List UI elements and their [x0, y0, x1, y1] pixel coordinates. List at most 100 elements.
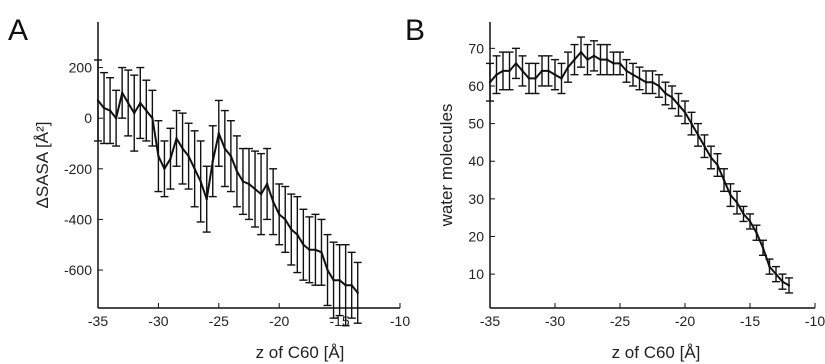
panel-a-y-tick-label: 200 — [69, 60, 93, 76]
panel-b-data-point — [651, 81, 654, 84]
panel-b-data-point — [495, 73, 498, 76]
panel-b-data-point — [755, 231, 758, 234]
panel-a-data-point — [314, 248, 317, 251]
panel-b-y-tick-label: 10 — [468, 266, 484, 282]
panel-b-data-point — [683, 111, 687, 114]
panel-b-x-tick-label: -15 — [740, 313, 760, 329]
panel-a-data-point — [247, 182, 251, 186]
panel-b-xlabel: z of C60 [Å] — [612, 343, 701, 362]
panel-b-data-point — [670, 96, 674, 99]
panel-a-data-point — [338, 278, 341, 282]
panel-a-data-point — [127, 101, 130, 105]
panel-b-data-point — [716, 163, 719, 167]
panel-b-data-point — [514, 62, 518, 65]
panel-b-data-point — [625, 69, 628, 73]
panel-a-data-point — [114, 116, 118, 120]
panel-a-data-point — [145, 109, 148, 112]
panel-b: B -35 -30 -25 -20 -15 -10 10 20 30 40 50 60 70 z of … — [405, 14, 825, 362]
panel-b-data-point — [501, 69, 505, 73]
panel-a-data-point — [157, 154, 160, 158]
panel-a-x-tick-label: -25 — [209, 313, 229, 329]
panel-b-data-point — [547, 69, 550, 73]
panel-a-data-point — [308, 248, 311, 251]
panel-b-data-point — [527, 77, 531, 80]
panel-a-data-point — [169, 157, 172, 160]
panel-b-data-point — [599, 58, 602, 61]
panel-a-data-point — [205, 197, 208, 201]
panel-b-x-tick-label: -20 — [675, 313, 695, 329]
panel-b-data-point — [618, 62, 622, 65]
panel-b-errorbars — [486, 36, 793, 294]
panel-a-x-tick-label: -30 — [148, 313, 168, 329]
panel-a-data-point — [217, 132, 220, 135]
panel-b-letter: B — [405, 14, 425, 47]
panel-b-data-point — [586, 58, 589, 61]
panel-a-data-point — [181, 147, 184, 150]
panel-a-data-point — [163, 167, 166, 170]
panel-b-data-point — [696, 133, 700, 137]
panel-b-data-point — [748, 220, 752, 223]
panel-b-data-point — [488, 81, 492, 84]
panel-b-data-point — [638, 77, 641, 80]
panel-a-x-tick-label: -15 — [329, 313, 349, 329]
panel-b-data-point — [508, 69, 511, 73]
panel-a-data-point — [241, 180, 245, 183]
panel-a-data-point — [332, 278, 335, 282]
panel-a-data-point — [229, 154, 233, 158]
panel-a-data-point — [290, 228, 293, 231]
panel-b-y-tick-label: 30 — [468, 191, 484, 207]
panel-a-x-tick-label: -20 — [269, 313, 289, 329]
panel-b-ylabel: water molecules — [437, 104, 456, 228]
panel-b-y-tick-label: 50 — [468, 116, 484, 132]
panel-a-data-point — [350, 284, 353, 287]
panel-a-xlabel: z of C60 [Å] — [256, 343, 345, 362]
panel-b-data-point — [722, 178, 726, 182]
panel-a-data-point — [284, 218, 287, 221]
panel-a-data-point — [175, 137, 178, 140]
panel-a-data-point — [199, 180, 202, 183]
panel-b-data-point — [729, 193, 732, 197]
panel-b-data-point — [690, 122, 693, 125]
panel-a-data-point — [139, 101, 142, 105]
panel-b-data-point — [553, 73, 557, 76]
panel-b-data-point — [774, 272, 778, 276]
panel-a-data-point — [133, 111, 136, 115]
panel-b-data-point — [560, 77, 563, 80]
panel-b-data-point — [677, 103, 680, 106]
panel-a-x-tick-label: -35 — [88, 313, 108, 329]
panel-b-data-point — [703, 144, 706, 148]
panel-b-data-point — [781, 280, 784, 283]
panel-b-data-point — [612, 62, 615, 65]
panel-a-data-point — [211, 160, 214, 163]
panel-a-letter: A — [8, 14, 28, 47]
panel-a-data-point — [151, 116, 154, 120]
panel-b-data-point — [761, 246, 765, 249]
panel-b-data-point — [768, 265, 771, 268]
panel-b-data-point — [709, 156, 713, 159]
panel-b-x-tick-label: -35 — [480, 313, 500, 329]
panel-a-data-point — [223, 147, 227, 150]
panel-a-x-tick-label: -10 — [390, 313, 410, 329]
panel-b-data-point — [735, 201, 739, 204]
panel-a-data-point — [265, 182, 269, 186]
panel-a-data-point — [344, 284, 347, 287]
panel-b-data-point — [579, 50, 583, 54]
panel-a-data-point — [96, 99, 100, 102]
panel-a-data-point — [102, 106, 106, 110]
panel-a-data-point — [120, 91, 124, 95]
panel-b-data-point — [605, 58, 609, 61]
panel-b-ticks: -35 -30 -25 -20 -15 -10 10 20 30 40 50 60 70 — [468, 40, 825, 329]
panel-a-ylabel: ΔSASA [Å²] — [33, 122, 52, 209]
panel-b-axes — [489, 22, 815, 309]
panel-b-data-point — [787, 284, 791, 287]
panel-b-line — [488, 50, 791, 287]
panel-b-x-tick-label: -30 — [545, 313, 565, 329]
panel-a-data-point — [187, 154, 190, 158]
panel-a-data-point — [253, 187, 257, 191]
panel-b-y-tick-label: 70 — [468, 40, 484, 56]
panel-b-data-point — [657, 84, 661, 88]
panel-a-data-point — [302, 243, 305, 246]
panel-a-data-point — [278, 213, 281, 216]
panel-b-data-point — [521, 69, 524, 73]
panel-a-line — [96, 90, 359, 295]
